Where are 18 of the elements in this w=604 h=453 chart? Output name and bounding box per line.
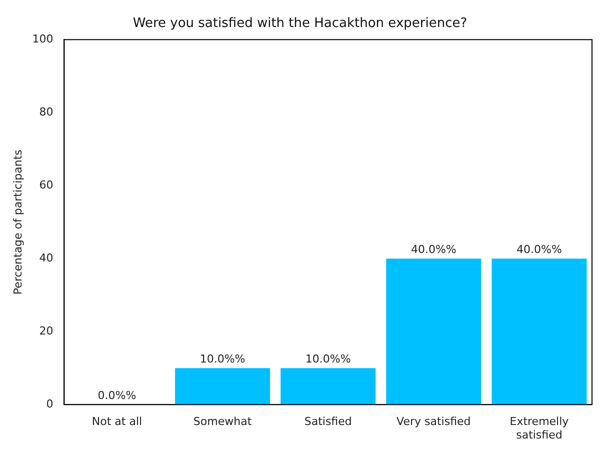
data-label: 40.0%%	[516, 242, 562, 256]
data-label: 0.0%%	[98, 388, 136, 402]
y-tick-label: 80	[39, 105, 54, 118]
x-tick-label: Satisfied	[304, 415, 352, 428]
chart-title: Were you satisfied with the Hacakthon experience?	[132, 16, 468, 32]
data-label: 10.0%%	[200, 352, 246, 366]
y-tick-label: 40	[39, 251, 54, 264]
data-label: 10.0%%	[305, 352, 351, 366]
x-tick-label: Somewhat	[193, 415, 252, 428]
y-tick-label: 100	[32, 32, 54, 46]
data-label: 40.0%%	[410, 242, 456, 256]
y-tick-label: 0	[46, 397, 54, 410]
y-axis-title: Percentage of participants	[11, 149, 24, 295]
x-tick-label: Not at all	[92, 415, 142, 428]
x-tick-label: Very satisfied	[396, 415, 471, 428]
y-tick-label: 20	[39, 324, 54, 338]
x-tick-label: Extremelly satisfied	[510, 415, 570, 442]
y-tick-label: 60	[39, 178, 54, 192]
